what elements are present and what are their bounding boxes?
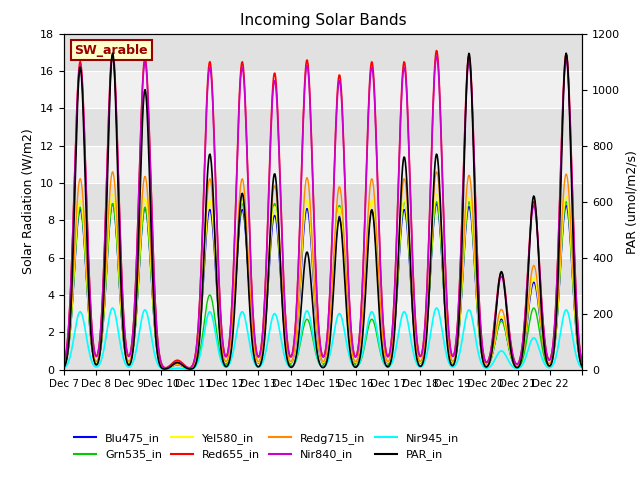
- Y-axis label: Solar Radiation (W/m2): Solar Radiation (W/m2): [22, 129, 35, 275]
- Bar: [64, 183, 582, 220]
- Bar: [64, 332, 582, 370]
- Bar: [64, 108, 582, 145]
- Text: SW_arable: SW_arable: [74, 44, 148, 57]
- Bar: [64, 34, 582, 71]
- Bar: [64, 258, 582, 295]
- Y-axis label: PAR (umol/m2/s): PAR (umol/m2/s): [626, 150, 639, 253]
- Title: Incoming Solar Bands: Incoming Solar Bands: [240, 13, 406, 28]
- Legend: Blu475_in, Grn535_in, Yel580_in, Red655_in, Redg715_in, Nir840_in, Nir945_in, PA: Blu475_in, Grn535_in, Yel580_in, Red655_…: [70, 429, 463, 465]
